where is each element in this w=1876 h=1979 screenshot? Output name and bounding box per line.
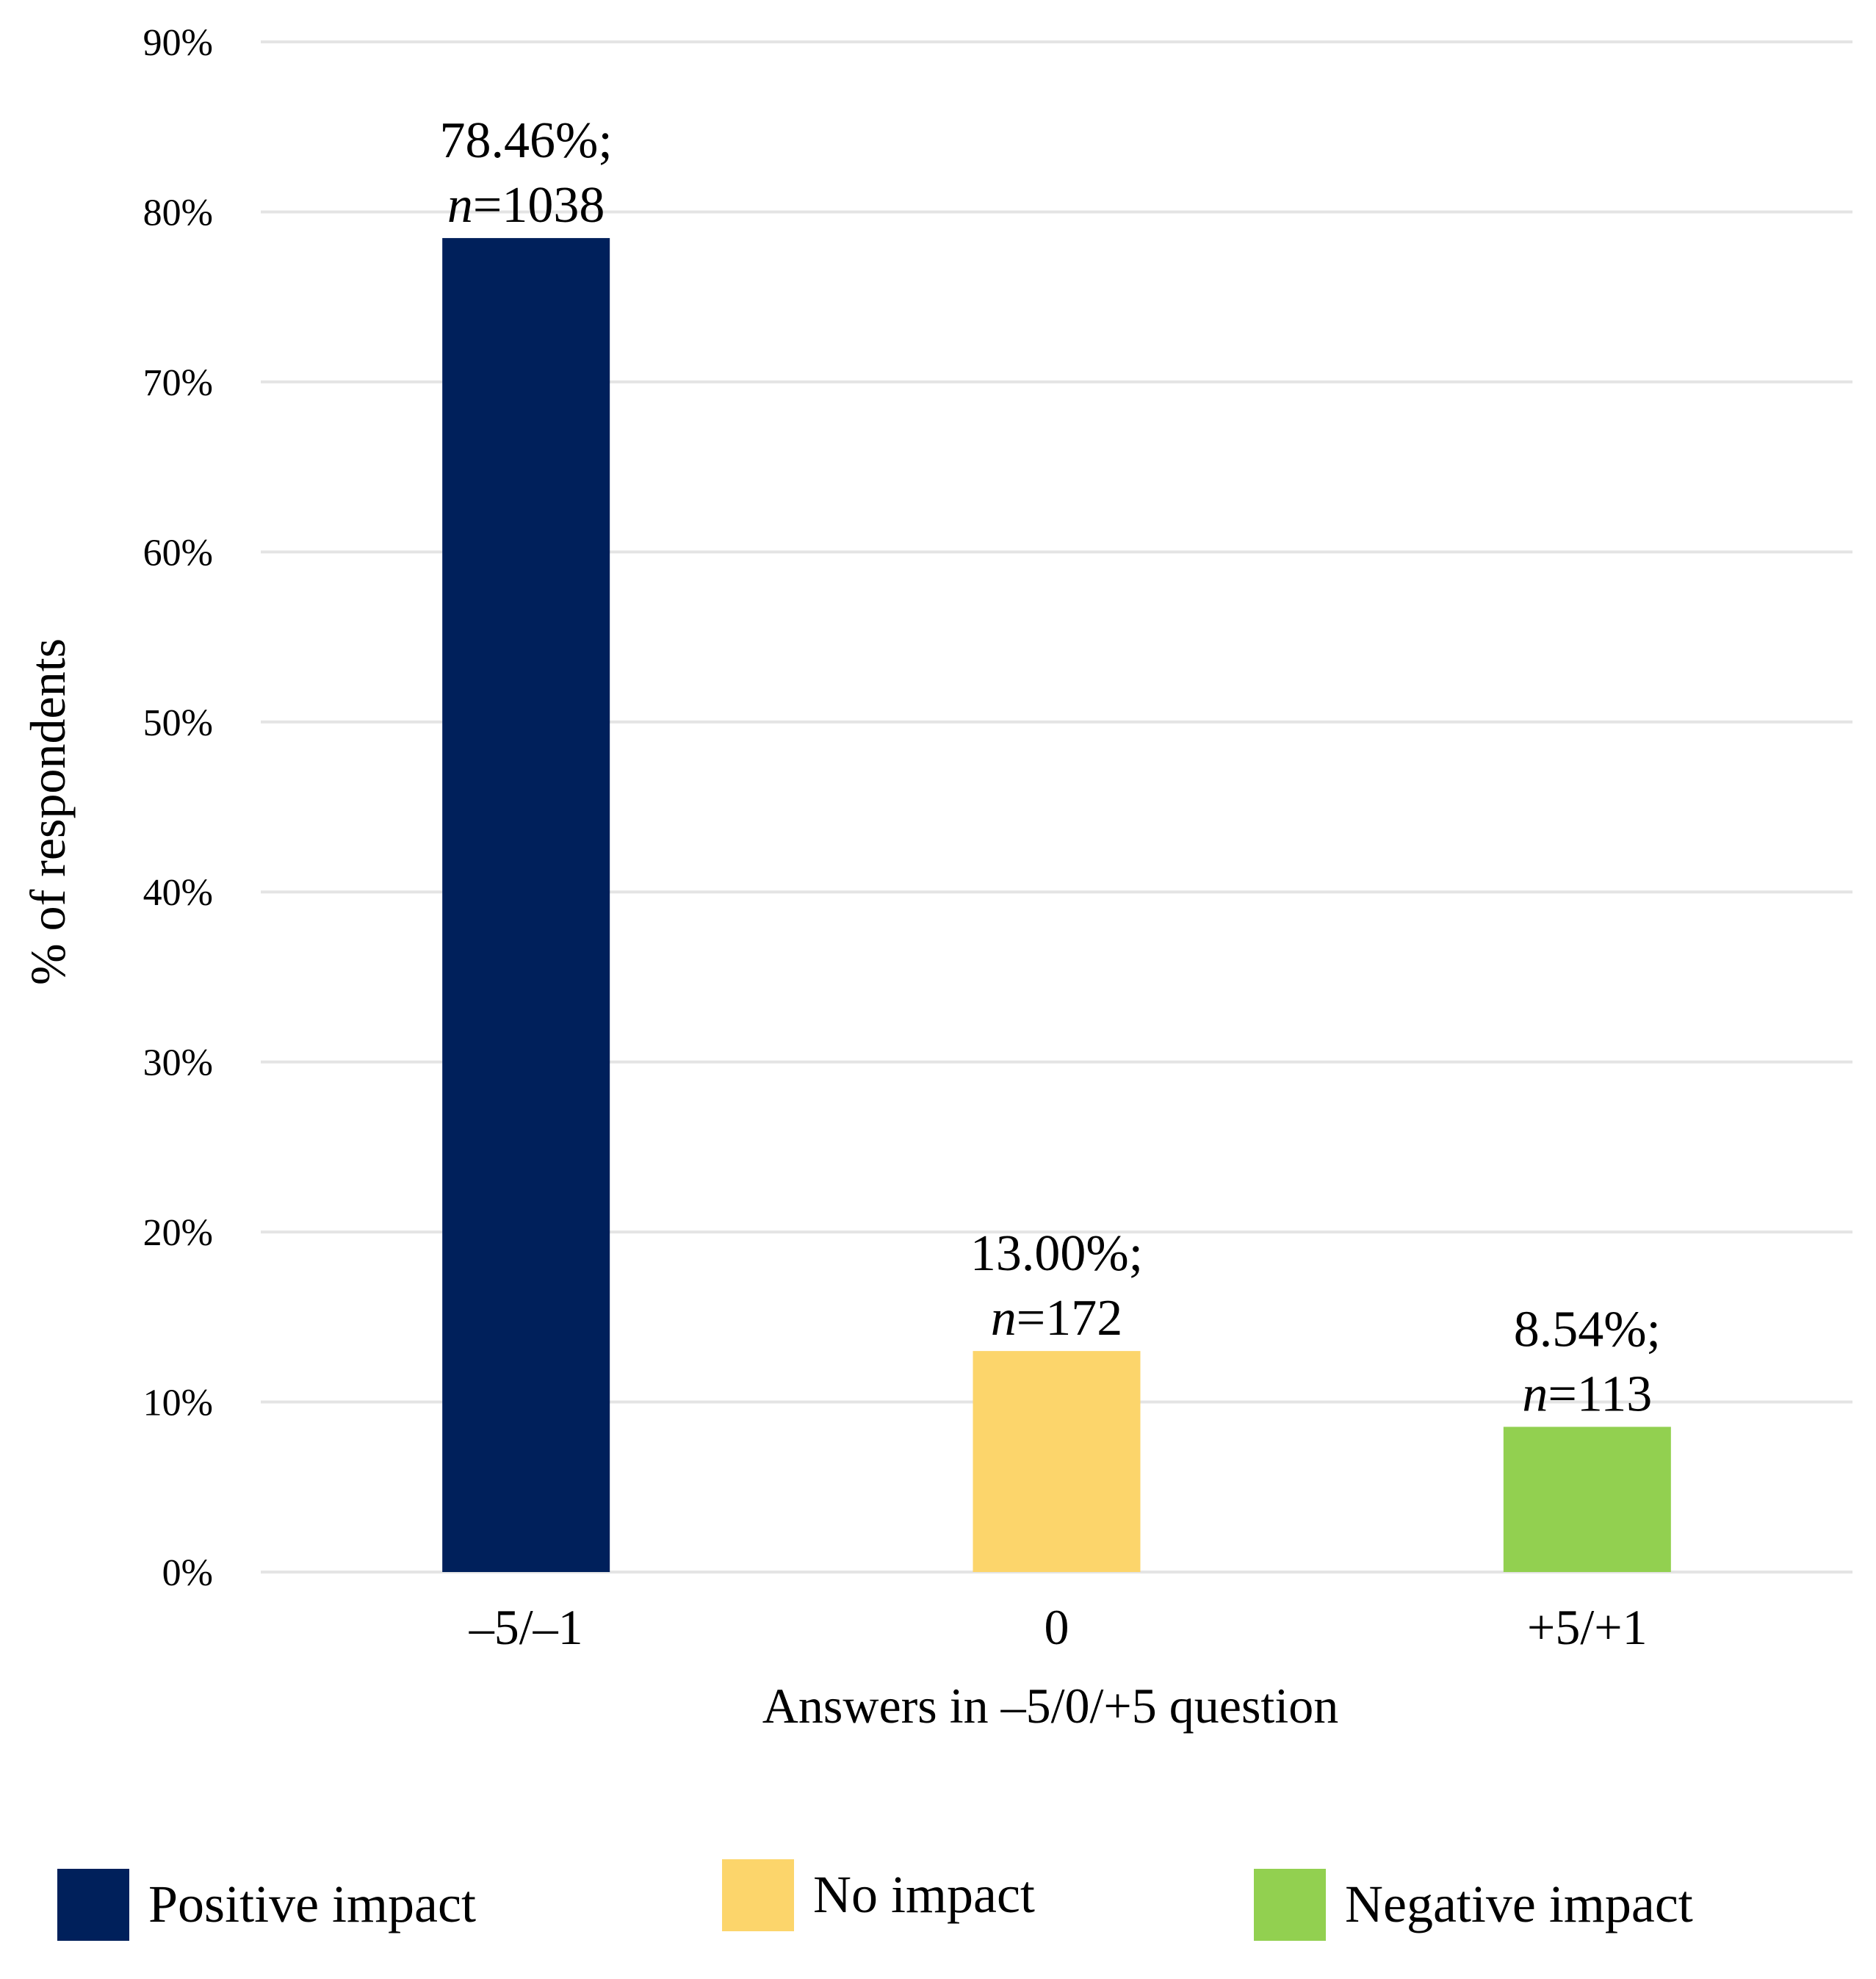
y-tick-label: 70% [143, 362, 213, 404]
legend-swatch [722, 1859, 794, 1931]
legend-swatch [1254, 1869, 1326, 1941]
legend-swatch [57, 1869, 129, 1941]
legend-label: Positive impact [148, 1875, 476, 1933]
bar-count-label: n=1038 [447, 177, 605, 234]
bars [442, 238, 1671, 1572]
bar-count-n-prefix: n [991, 1290, 1017, 1347]
legend-item: Positive impact [57, 1869, 476, 1941]
bar-count-value: =172 [1017, 1290, 1122, 1347]
bar-count-label: n=172 [991, 1290, 1122, 1347]
y-tick-label: 80% [143, 192, 213, 234]
x-axis-title: Answers in –5/0/+5 question [762, 1678, 1338, 1734]
bar [1503, 1427, 1671, 1572]
legend-item: Negative impact [1254, 1869, 1693, 1941]
bar-count-label: n=113 [1522, 1366, 1652, 1422]
y-tick-label: 50% [143, 702, 213, 744]
y-tick-label: 40% [143, 872, 213, 914]
legend-label: Negative impact [1345, 1875, 1693, 1933]
bar-value-label: 13.00%; [970, 1225, 1143, 1282]
y-tick-label: 20% [143, 1212, 213, 1254]
y-axis-title: % of respondents [20, 638, 76, 985]
x-tick-labels: –5/–1 0 +5/+1 [469, 1599, 1648, 1655]
bar [973, 1351, 1141, 1572]
y-tick-label: 60% [143, 532, 213, 574]
y-tick-label: 30% [143, 1042, 213, 1084]
y-tick-label: 90% [143, 22, 213, 64]
bar [442, 238, 610, 1572]
y-tick-labels: 0% 10% 20% 30% 40% 50% 60% 70% 80% 90% [143, 22, 213, 1594]
y-tick-label: 10% [143, 1383, 213, 1424]
bar-value-label: 8.54%; [1514, 1301, 1661, 1358]
bar-count-n-prefix: n [447, 177, 473, 234]
x-tick-label: +5/+1 [1527, 1599, 1648, 1655]
bar-count-value: =1038 [473, 177, 605, 234]
x-tick-label: 0 [1045, 1599, 1069, 1655]
legend: Positive impact No impact Negative impact [57, 1859, 1693, 1941]
bar-value-label: 78.46%; [440, 112, 613, 169]
legend-label: No impact [813, 1865, 1035, 1924]
x-tick-label: –5/–1 [469, 1599, 583, 1655]
y-tick-label: 0% [162, 1552, 213, 1594]
bar-count-value: =113 [1548, 1366, 1652, 1422]
bar-count-n-prefix: n [1522, 1366, 1548, 1422]
legend-item: No impact [722, 1859, 1035, 1931]
